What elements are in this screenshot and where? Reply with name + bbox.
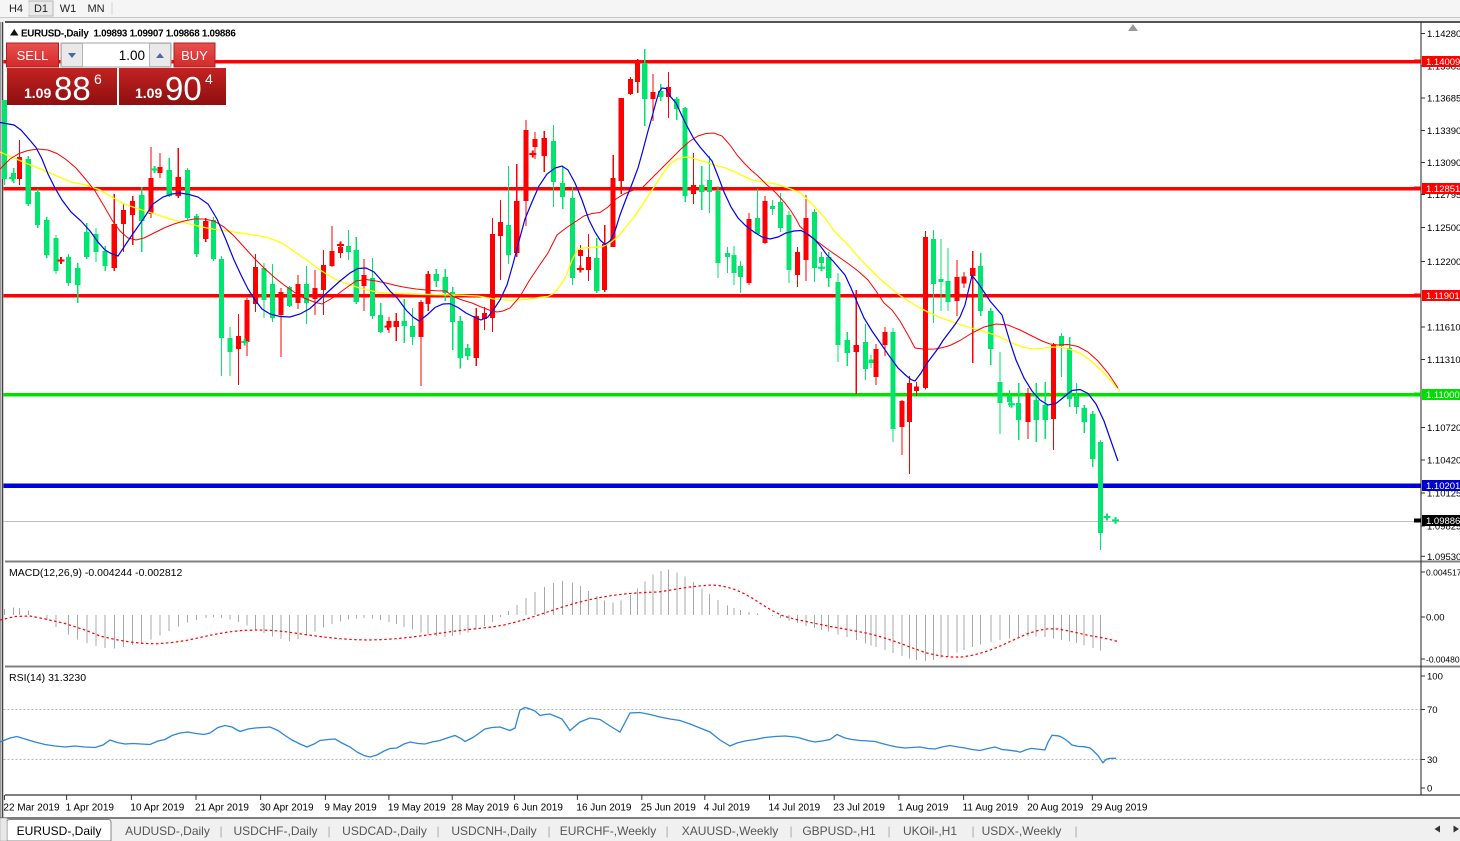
svg-text:MN: MN [87,3,104,15]
svg-text:BUY: BUY [181,48,208,63]
svg-text:|: | [1074,824,1077,838]
svg-text:EURCHF-,Weekly: EURCHF-,Weekly [560,824,656,838]
svg-text:9 May 2019: 9 May 2019 [324,803,377,814]
svg-text:1.12851: 1.12851 [1426,184,1460,195]
svg-text:23 Jul 2019: 23 Jul 2019 [833,803,885,814]
svg-text:1.10420: 1.10420 [1427,456,1460,467]
svg-text:30 Apr 2019: 30 Apr 2019 [260,803,314,814]
svg-text:1.00: 1.00 [119,48,145,63]
svg-text:19 May 2019: 19 May 2019 [388,803,446,814]
svg-text:1.14280: 1.14280 [1427,29,1460,40]
svg-text:W1: W1 [60,3,77,15]
svg-text:30: 30 [1427,755,1438,766]
svg-text:D1: D1 [34,3,48,15]
svg-text:1.14009: 1.14009 [1426,57,1460,68]
svg-text:|: | [887,824,890,838]
svg-text:4: 4 [205,71,213,87]
svg-text:16 Jun 2019: 16 Jun 2019 [576,803,631,814]
svg-text:1.09530: 1.09530 [1427,552,1460,563]
svg-text:MACD(12,26,9) -0.004244 -0.002: MACD(12,26,9) -0.004244 -0.002812 [9,567,183,579]
svg-text:1.09: 1.09 [135,85,162,101]
svg-text:25 Jun 2019: 25 Jun 2019 [641,803,696,814]
svg-text:EURUSD-,Daily 1.09893 1.09907: EURUSD-,Daily 1.09893 1.09907 1.09868 1.… [21,29,236,40]
svg-text:70: 70 [1427,705,1438,716]
svg-text:29 Aug 2019: 29 Aug 2019 [1091,803,1148,814]
svg-text:SELL: SELL [17,48,49,63]
svg-text:6 Jun 2019: 6 Jun 2019 [513,803,563,814]
svg-text:22 Mar 2019: 22 Mar 2019 [3,803,60,814]
svg-text:RSI(14) 31.3230: RSI(14) 31.3230 [9,672,86,684]
svg-text:21 Apr 2019: 21 Apr 2019 [195,803,249,814]
svg-text:1.10720: 1.10720 [1427,423,1460,434]
svg-text:USDCHF-,Daily: USDCHF-,Daily [234,824,318,838]
svg-text:USDCAD-,Daily: USDCAD-,Daily [342,824,427,838]
svg-text:1.11610: 1.11610 [1427,323,1460,334]
svg-text:1.09886: 1.09886 [1426,516,1460,527]
svg-text:1.12500: 1.12500 [1427,223,1460,234]
svg-text:1.11901: 1.11901 [1426,291,1460,302]
svg-text:1.09825: 1.09825 [1427,522,1460,533]
svg-text:11 Aug 2019: 11 Aug 2019 [963,803,1019,814]
svg-text:4 Jul 2019: 4 Jul 2019 [704,803,751,814]
svg-text:1.09: 1.09 [24,85,51,101]
svg-text:AUDUSD-,Daily: AUDUSD-,Daily [125,824,210,838]
svg-text:1.13685: 1.13685 [1427,94,1460,105]
svg-text:1.11000: 1.11000 [1426,390,1460,401]
svg-text:|: | [665,824,668,838]
svg-text:|: | [327,824,330,838]
svg-text:1 Aug 2019: 1 Aug 2019 [898,803,949,814]
svg-text:1.12795: 1.12795 [1427,190,1460,201]
svg-text:USDX-,Weekly: USDX-,Weekly [982,824,1062,838]
svg-text:14 Jul 2019: 14 Jul 2019 [769,803,821,814]
svg-text:0.00: 0.00 [1426,613,1445,624]
svg-text:|: | [547,824,550,838]
svg-text:1.11310: 1.11310 [1427,355,1460,366]
svg-text:100: 100 [1427,672,1443,683]
svg-text:1.10201: 1.10201 [1426,481,1460,492]
svg-text:|: | [789,824,792,838]
svg-text:90: 90 [165,70,202,107]
svg-text:|: | [971,824,974,838]
svg-text:XAUUSD-,Weekly: XAUUSD-,Weekly [682,824,778,838]
svg-text:10 Apr 2019: 10 Apr 2019 [130,803,184,814]
svg-text:1.13090: 1.13090 [1427,158,1460,169]
svg-text:0: 0 [1427,784,1432,795]
svg-text:20 Aug 2019: 20 Aug 2019 [1027,803,1084,814]
svg-text:0.004517: 0.004517 [1426,568,1460,578]
svg-text:|: | [436,824,439,838]
svg-text:6: 6 [94,71,102,87]
svg-text:EURUSD-,Daily: EURUSD-,Daily [17,824,102,838]
svg-text:-0.00480: -0.00480 [1426,655,1460,665]
svg-text:88: 88 [54,70,91,107]
svg-text:GBPUSD-,H1: GBPUSD-,H1 [802,824,876,838]
svg-text:1 Apr 2019: 1 Apr 2019 [66,803,115,814]
svg-text:UKOil-,H1: UKOil-,H1 [903,824,957,838]
svg-text:H4: H4 [9,3,23,15]
svg-text:28 May 2019: 28 May 2019 [451,803,509,814]
svg-text:1.12200: 1.12200 [1427,257,1460,268]
svg-text:|: | [219,824,222,838]
svg-text:USDCNH-,Daily: USDCNH-,Daily [451,824,536,838]
svg-text:1.13390: 1.13390 [1427,126,1460,137]
svg-text:1.10125: 1.10125 [1427,489,1460,500]
